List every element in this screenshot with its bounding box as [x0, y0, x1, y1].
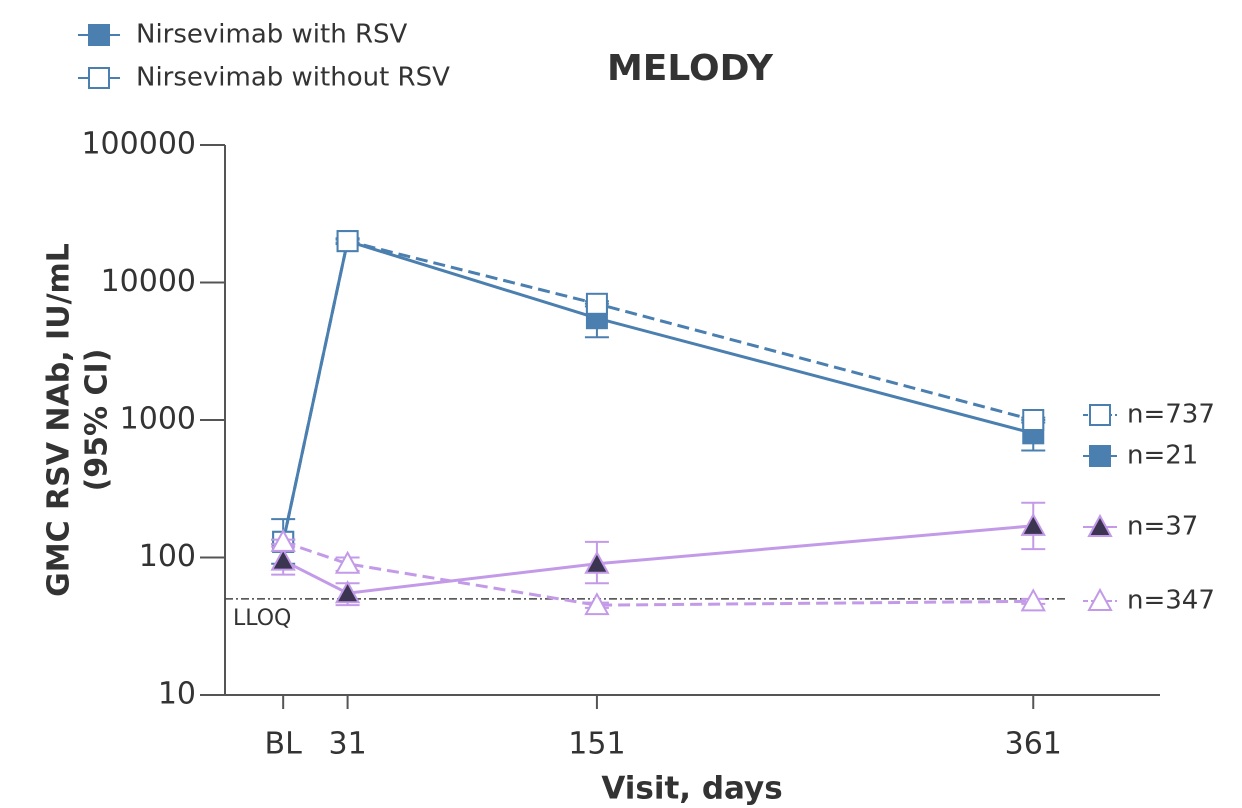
y-axis-label: (95% CI): [80, 349, 115, 492]
end-label-symbol: [1090, 405, 1110, 425]
x-tick-label: 361: [1005, 727, 1062, 762]
x-tick-label: 151: [568, 727, 625, 762]
series-line: [283, 526, 1033, 593]
legend-symbol: [89, 25, 109, 45]
chart: MELODY Visit, days GMC RSV NAb, IU/mL (9…: [0, 0, 1242, 808]
y-tick-label: 100: [139, 539, 196, 574]
end-label-symbol: [1090, 446, 1110, 466]
y-tick-label: 1000: [120, 402, 196, 437]
chart-title: MELODY: [607, 48, 774, 89]
end-label: n=21: [1127, 441, 1198, 471]
y-tick-label: 10: [158, 677, 196, 712]
x-tick-label: BL: [265, 727, 303, 762]
data-point: [1023, 410, 1043, 430]
x-tick-label: 31: [328, 727, 366, 762]
data-point: [1022, 515, 1044, 535]
series-line: [283, 241, 1033, 542]
series-line: [283, 542, 1033, 605]
data-point: [337, 553, 359, 573]
data-point: [587, 294, 607, 314]
legend-label: Nirsevimab without RSV: [136, 63, 450, 93]
reference-label: LLOQ: [233, 606, 291, 631]
legend-symbol: [89, 68, 109, 88]
y-axis-label: GMC RSV NAb, IU/mL: [42, 243, 77, 597]
x-axis-label: Visit, days: [601, 771, 782, 807]
end-label: n=737: [1127, 400, 1215, 430]
y-tick-label: 100000: [81, 127, 196, 162]
end-label: n=37: [1127, 512, 1198, 542]
legend-label: Nirsevimab with RSV: [136, 20, 408, 50]
y-tick-label: 10000: [101, 264, 196, 299]
end-label: n=347: [1127, 586, 1215, 616]
data-point: [338, 231, 358, 251]
